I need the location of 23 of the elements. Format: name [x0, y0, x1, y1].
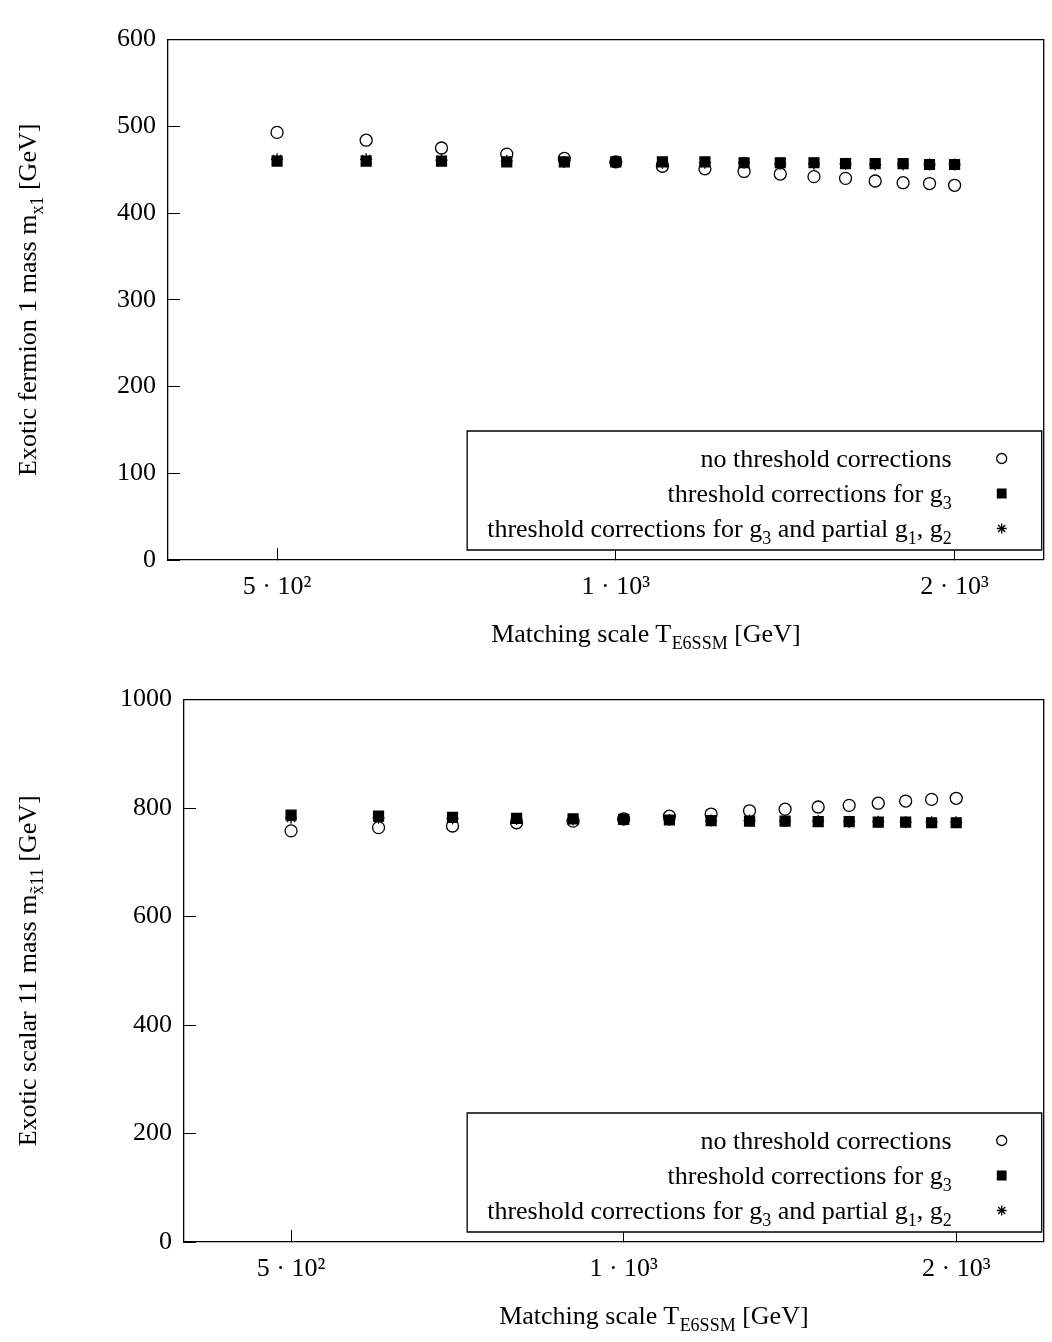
x-tick-label: 1 · 10³ [589, 1253, 659, 1283]
x-tick-label: 5 · 10² [256, 1253, 326, 1283]
y-tick-label: 0 [159, 1225, 172, 1255]
legend-label: no threshold corrections [700, 443, 952, 473]
y-tick-label: 0 [143, 543, 156, 573]
y-tick-label: 100 [117, 457, 156, 487]
y-tick-label: 500 [117, 110, 156, 140]
y-tick-label: 400 [117, 196, 156, 226]
y-tick-label: 600 [133, 900, 172, 930]
y-tick-label: 400 [133, 1008, 172, 1038]
y-tick-label: 300 [117, 283, 156, 313]
y-tick-label: 1000 [120, 683, 172, 713]
x-tick-label: 1 · 10³ [581, 571, 651, 601]
y-axis-title: Exotic fermion 1 mass mx1 [GeV] [13, 123, 47, 476]
y-axis-title: Exotic scalar 11 mass mx̃11 [GeV] [13, 795, 47, 1147]
legend-label: no threshold corrections [700, 1125, 952, 1155]
y-tick-label: 200 [117, 370, 156, 400]
y-tick-label: 800 [133, 791, 172, 821]
x-tick-label: 2 · 10³ [920, 571, 990, 601]
x-tick-label: 5 · 10² [242, 571, 312, 601]
y-tick-label: 600 [117, 23, 156, 53]
x-tick-label: 2 · 10³ [921, 1253, 991, 1283]
y-tick-label: 200 [133, 1117, 172, 1147]
